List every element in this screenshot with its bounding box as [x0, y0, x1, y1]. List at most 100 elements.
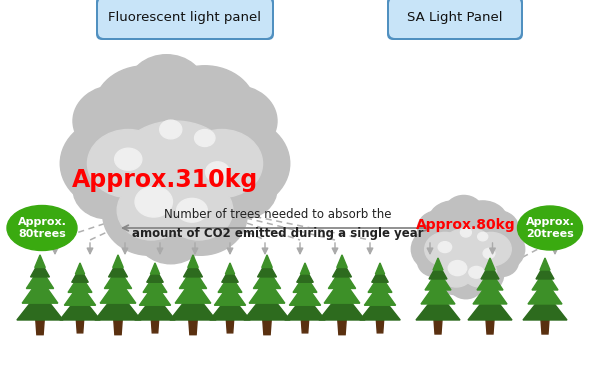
Polygon shape — [421, 280, 455, 304]
Ellipse shape — [448, 267, 484, 299]
Polygon shape — [434, 320, 442, 334]
Ellipse shape — [114, 148, 142, 170]
Polygon shape — [227, 320, 234, 333]
Polygon shape — [360, 294, 400, 320]
Polygon shape — [285, 294, 325, 320]
Text: Fluorescent light panel: Fluorescent light panel — [109, 12, 261, 24]
Polygon shape — [249, 278, 285, 303]
Polygon shape — [289, 283, 320, 305]
Ellipse shape — [165, 180, 233, 240]
Ellipse shape — [470, 226, 525, 272]
FancyBboxPatch shape — [389, 0, 521, 38]
Polygon shape — [338, 320, 346, 335]
Ellipse shape — [445, 196, 483, 227]
Polygon shape — [150, 263, 160, 274]
Polygon shape — [253, 267, 281, 288]
Polygon shape — [258, 260, 277, 277]
Ellipse shape — [195, 129, 215, 147]
Polygon shape — [433, 258, 443, 270]
Polygon shape — [35, 255, 45, 267]
Ellipse shape — [425, 232, 465, 266]
Polygon shape — [293, 274, 317, 293]
Polygon shape — [324, 278, 360, 303]
Polygon shape — [64, 283, 96, 305]
Ellipse shape — [469, 267, 484, 278]
Polygon shape — [225, 263, 235, 274]
Ellipse shape — [428, 220, 508, 283]
Polygon shape — [72, 268, 88, 282]
Ellipse shape — [457, 254, 504, 294]
Ellipse shape — [471, 232, 512, 266]
Polygon shape — [109, 260, 127, 277]
Polygon shape — [188, 255, 198, 267]
Text: Number of trees needed to absorb the: Number of trees needed to absorb the — [164, 209, 392, 221]
Polygon shape — [22, 278, 58, 303]
Ellipse shape — [60, 117, 171, 210]
Polygon shape — [17, 291, 63, 320]
Polygon shape — [147, 268, 163, 282]
Polygon shape — [425, 270, 451, 290]
Polygon shape — [297, 268, 313, 282]
Polygon shape — [532, 270, 558, 290]
Polygon shape — [218, 274, 242, 293]
Ellipse shape — [483, 249, 495, 258]
Ellipse shape — [460, 228, 471, 237]
Polygon shape — [114, 320, 122, 335]
Polygon shape — [416, 292, 460, 320]
Polygon shape — [135, 294, 175, 320]
Ellipse shape — [128, 55, 205, 119]
Polygon shape — [541, 320, 549, 334]
Polygon shape — [113, 255, 123, 267]
Ellipse shape — [116, 121, 234, 214]
Polygon shape — [528, 280, 562, 304]
Ellipse shape — [517, 206, 582, 250]
Ellipse shape — [192, 85, 277, 157]
Text: Approx.
80trees: Approx. 80trees — [18, 217, 67, 239]
Polygon shape — [481, 263, 499, 279]
Polygon shape — [485, 258, 495, 270]
Polygon shape — [60, 294, 100, 320]
Polygon shape — [175, 278, 211, 303]
Polygon shape — [104, 267, 132, 288]
FancyBboxPatch shape — [98, 0, 272, 38]
Ellipse shape — [87, 129, 169, 197]
Polygon shape — [429, 263, 447, 279]
Text: Approx.
20trees: Approx. 20trees — [526, 217, 575, 239]
Polygon shape — [68, 274, 92, 293]
Ellipse shape — [7, 206, 77, 250]
Ellipse shape — [103, 174, 196, 255]
Ellipse shape — [176, 199, 207, 222]
Ellipse shape — [476, 211, 519, 246]
Ellipse shape — [428, 201, 478, 243]
Text: SA Light Panel: SA Light Panel — [407, 12, 503, 24]
FancyBboxPatch shape — [96, 0, 274, 40]
Polygon shape — [139, 283, 171, 305]
Ellipse shape — [160, 120, 182, 139]
Polygon shape — [337, 255, 348, 267]
Polygon shape — [76, 263, 84, 274]
Ellipse shape — [154, 66, 255, 151]
Text: Approx.80kg: Approx.80kg — [416, 218, 516, 232]
Ellipse shape — [448, 261, 467, 276]
Ellipse shape — [438, 228, 497, 274]
Polygon shape — [523, 292, 567, 320]
Polygon shape — [333, 260, 352, 277]
Polygon shape — [100, 278, 136, 303]
Polygon shape — [263, 320, 271, 335]
Polygon shape — [170, 291, 216, 320]
Ellipse shape — [73, 159, 141, 219]
Ellipse shape — [418, 211, 460, 246]
Polygon shape — [36, 320, 44, 335]
Ellipse shape — [478, 232, 488, 241]
Polygon shape — [31, 260, 50, 277]
Polygon shape — [329, 267, 356, 288]
Polygon shape — [76, 320, 84, 333]
Polygon shape — [486, 320, 494, 334]
Polygon shape — [301, 320, 309, 333]
Polygon shape — [95, 291, 141, 320]
Polygon shape — [179, 267, 206, 288]
Polygon shape — [372, 268, 388, 282]
Polygon shape — [540, 258, 550, 270]
Text: Approx.310kg: Approx.310kg — [72, 168, 258, 192]
Ellipse shape — [463, 258, 497, 287]
